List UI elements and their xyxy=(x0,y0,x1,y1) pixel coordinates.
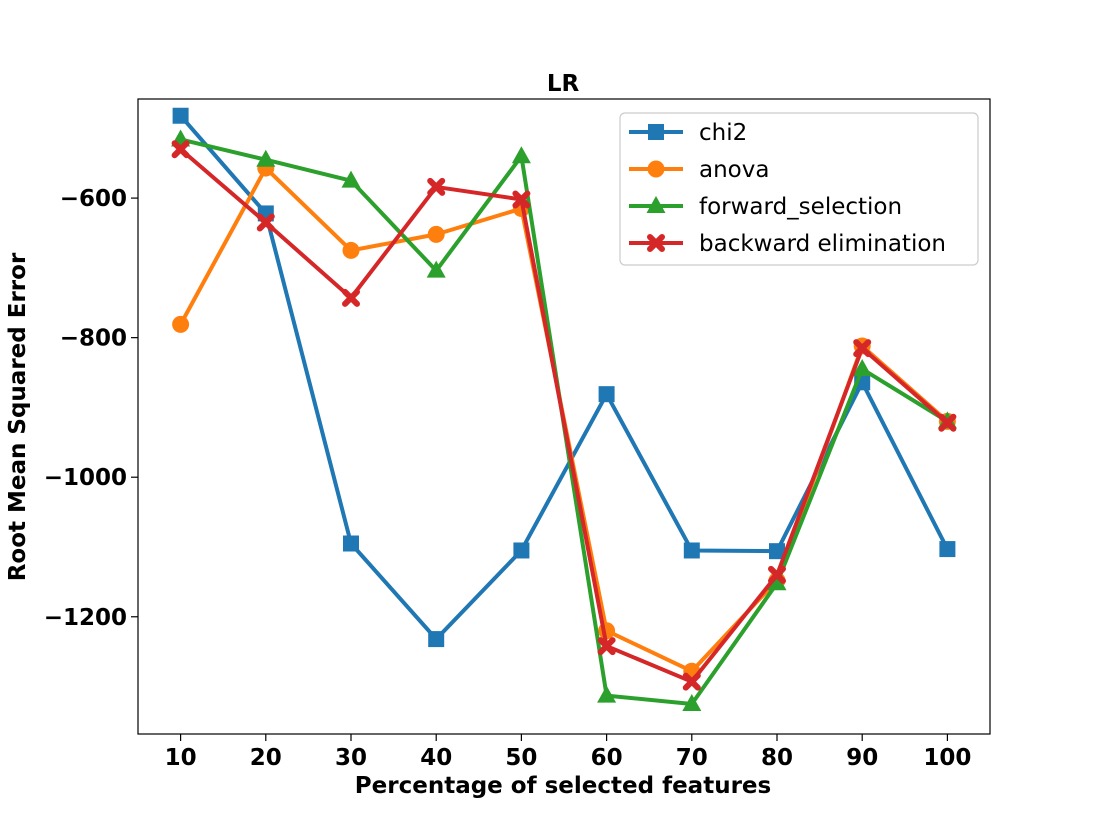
x-tick-label: 60 xyxy=(591,745,623,771)
data-point xyxy=(172,315,190,333)
x-tick-label: 80 xyxy=(761,745,793,771)
data-point xyxy=(341,170,361,188)
legend-label: anova xyxy=(699,157,769,183)
legend-label: forward_selection xyxy=(699,194,902,220)
y-tick-label: −1200 xyxy=(44,605,127,631)
x-tick-label: 10 xyxy=(165,745,197,771)
legend-marker xyxy=(647,160,665,178)
legend-box xyxy=(619,112,979,266)
x-tick-label: 20 xyxy=(250,745,282,771)
legend-item: chi2 xyxy=(629,120,747,146)
data-point xyxy=(768,565,786,584)
y-tick-label: −1000 xyxy=(44,465,127,491)
legend-item: forward_selection xyxy=(629,194,902,220)
data-point xyxy=(598,386,615,403)
data-point xyxy=(256,149,276,167)
legend: chi2 anova forward_selection backward elimi… xyxy=(619,112,979,266)
data-point xyxy=(853,339,872,358)
chart-title: LR xyxy=(547,71,580,97)
data-point xyxy=(682,693,702,711)
data-point xyxy=(171,140,190,159)
plot-area xyxy=(171,107,957,711)
data-point xyxy=(683,542,700,559)
data-point xyxy=(427,225,445,243)
legend-marker xyxy=(647,234,665,252)
data-point xyxy=(769,543,785,560)
data-point xyxy=(852,359,872,377)
data-point xyxy=(511,146,531,164)
data-point xyxy=(767,573,787,591)
y-tick-label: −600 xyxy=(60,186,127,212)
legend-item: anova xyxy=(629,157,769,183)
data-point xyxy=(938,413,957,432)
y-axis-title: Root Mean Squared Error xyxy=(5,252,31,581)
legend-marker xyxy=(648,124,664,140)
x-tick-label: 40 xyxy=(420,745,452,771)
data-point xyxy=(428,631,445,648)
legend-label: chi2 xyxy=(699,120,747,146)
series-backward-elimination xyxy=(171,140,957,691)
plot-frame xyxy=(137,98,991,735)
legend-item: backward elimination xyxy=(629,231,946,257)
data-point xyxy=(939,541,956,558)
data-point xyxy=(342,241,360,259)
data-point xyxy=(513,542,530,559)
legend-marker xyxy=(646,196,666,213)
data-point xyxy=(256,213,275,232)
data-point xyxy=(342,288,360,307)
axis-ticks: 10 20 30 40 50 60 70 80 90 100 −600 −800 −1000 −1200 xyxy=(44,186,972,771)
legend-label: backward elimination xyxy=(699,231,946,257)
x-tick-label: 50 xyxy=(505,745,537,771)
data-point xyxy=(597,685,617,703)
data-point xyxy=(343,535,359,552)
data-point xyxy=(427,177,446,196)
series-line xyxy=(179,147,949,684)
y-tick-label: −800 xyxy=(60,326,127,352)
x-axis-title: Percentage of selected features xyxy=(355,773,771,799)
data-point xyxy=(512,190,531,209)
x-tick-label: 100 xyxy=(923,745,971,771)
data-point xyxy=(172,107,189,124)
data-point xyxy=(426,260,446,278)
data-point xyxy=(682,672,701,691)
x-tick-label: 90 xyxy=(846,745,878,771)
x-tick-label: 70 xyxy=(676,745,708,771)
data-point xyxy=(597,637,616,656)
x-tick-label: 30 xyxy=(335,745,367,771)
